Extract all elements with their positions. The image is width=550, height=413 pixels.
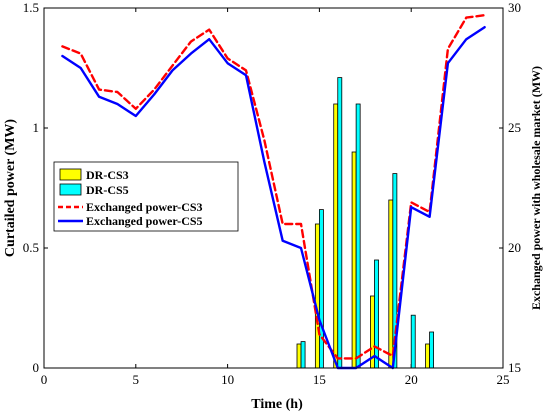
bar-dr-cs3-h14	[296, 343, 302, 369]
legend-label-exchanged-cs5: Exchanged power-CS5	[86, 214, 203, 228]
y-right-tick-label: 30	[508, 0, 521, 15]
bar-dr-cs5-h14	[300, 341, 306, 369]
y-right-tick-label: 25	[508, 120, 521, 135]
bar-dr-cs5-h18	[374, 259, 379, 369]
y-right-axis-title: Exchanged power with wholesale market (M…	[529, 66, 543, 310]
y-right-tick-label: 15	[508, 360, 521, 375]
bar-dr-cs5-h17	[355, 103, 361, 369]
bar-dr-cs5-h21	[429, 331, 434, 369]
bar-dr-cs5-h15	[318, 209, 324, 369]
bar-dr-cs3-h16	[333, 103, 339, 369]
legend-label-dr-cs3: DR-CS3	[86, 168, 129, 182]
x-tick-label: 10	[221, 372, 234, 387]
y-left-tick-label: 1.5	[23, 0, 39, 15]
legend-label-exchanged-cs3: Exchanged power-CS3	[86, 200, 203, 214]
y-left-tick-label: 0	[33, 360, 40, 375]
x-tick-label: 5	[133, 372, 140, 387]
legend-swatch-dr-cs3	[59, 168, 82, 181]
legend: DR-CS3 DR-CS5 Exchanged power-CS3 Exchan…	[53, 161, 239, 232]
legend-swatch-dr-cs5	[59, 183, 82, 196]
plot-frame	[43, 7, 504, 369]
y-left-tick-label: 1	[33, 120, 40, 135]
bar-dr-cs5-h20	[410, 314, 416, 369]
bar-dr-cs3-h21	[425, 343, 430, 369]
bar-dr-cs5-h16	[337, 77, 343, 369]
y-left-tick-label: 0.5	[23, 240, 39, 255]
x-tick-label: 25	[497, 372, 510, 387]
legend-label-dr-cs5: DR-CS5	[86, 183, 129, 197]
legend-box	[53, 161, 239, 232]
x-tick-label: 20	[405, 372, 418, 387]
y-left-axis-title: Curtailed power (MW)	[3, 119, 18, 257]
x-tick-label: 15	[313, 372, 326, 387]
y-right-tick-label: 20	[508, 240, 521, 255]
tick-labels: 0 5 10 15 20 25 0 0.5 1 1.5 15 20 25 30	[23, 0, 521, 387]
bar-dr-cs3-h15	[314, 223, 320, 369]
x-tick-label: 0	[41, 372, 48, 387]
line-exchanged-power-cs3	[61, 13, 486, 360]
lines	[61, 13, 486, 370]
bar-dr-cs3-h17	[351, 151, 357, 369]
bar-dr-cs3-h19	[388, 199, 394, 369]
x-axis-title: Time (h)	[251, 397, 303, 412]
line-exchanged-power-cs5	[61, 26, 486, 370]
